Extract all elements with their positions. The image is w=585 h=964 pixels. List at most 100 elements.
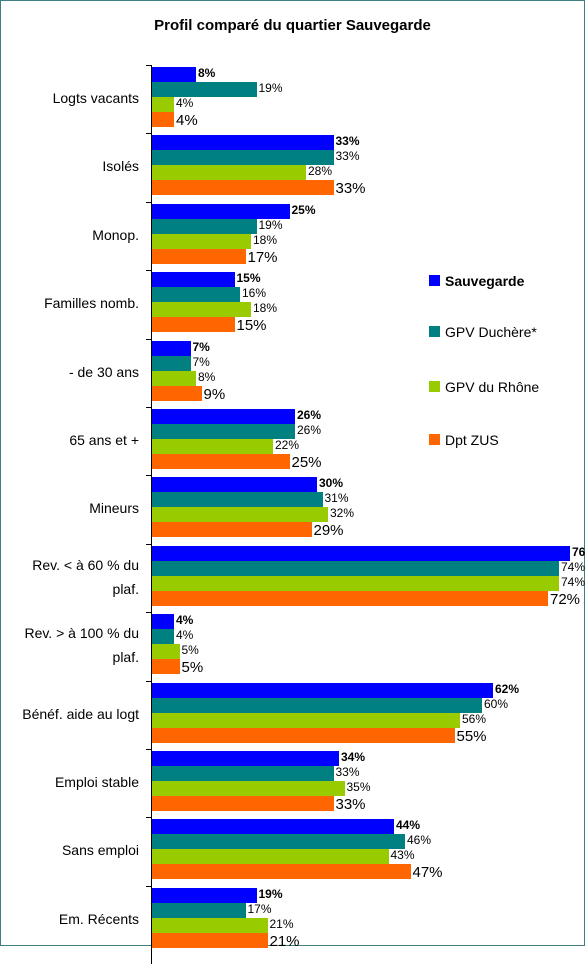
bar [152, 560, 559, 576]
value-label: 31% [324, 491, 349, 506]
category-label: Isolés [102, 158, 139, 175]
category-label: Emploi stable [54, 774, 139, 790]
value-label: 32% [330, 506, 355, 521]
value-label: 18% [253, 232, 278, 247]
value-label: 25% [291, 454, 322, 471]
value-label: 43% [390, 848, 415, 863]
category-label: Bénéf. aide au logt [22, 705, 139, 722]
value-label: 33% [335, 149, 360, 164]
bar [152, 849, 389, 865]
bar [152, 477, 317, 493]
value-label: 19% [258, 886, 283, 901]
legend-swatch [429, 326, 440, 337]
bar [152, 887, 257, 903]
value-label: 16% [242, 286, 267, 301]
category-separator [146, 133, 151, 135]
bar [152, 317, 235, 333]
category-label: Rev. > à 100 % du plaf. [24, 625, 139, 666]
value-label: 15% [236, 317, 267, 335]
bar [152, 697, 482, 713]
value-label: 4% [176, 628, 194, 643]
value-label: 25% [291, 202, 316, 217]
value-label: 15% [236, 271, 261, 286]
category-separator [146, 475, 151, 477]
bar [152, 932, 268, 948]
category-label: Monop. [92, 226, 139, 243]
bar [152, 180, 334, 196]
value-label: 4% [176, 96, 194, 110]
value-label: 60% [484, 696, 509, 711]
bar [152, 590, 548, 606]
bar [152, 112, 174, 127]
category-separator [146, 817, 151, 819]
category-label: Rev. < à 60 % du plaf. [32, 556, 139, 597]
value-label: 33% [335, 796, 366, 813]
axis-line [151, 65, 152, 964]
bar [152, 233, 251, 249]
bar [152, 545, 570, 561]
bar [152, 766, 334, 781]
bar [152, 439, 273, 454]
bar [152, 97, 174, 112]
bar [152, 644, 180, 660]
value-label: 19% [258, 81, 283, 95]
category-label: 65 ans et + [69, 432, 139, 448]
bar [152, 819, 394, 835]
legend-label: GPV Duchère* [445, 324, 537, 340]
bar [152, 834, 405, 850]
bar [152, 302, 251, 318]
value-label: 21% [269, 932, 300, 950]
value-label: 5% [181, 659, 204, 677]
value-label: 76% [572, 544, 585, 559]
bar [152, 135, 334, 151]
bar [152, 385, 202, 401]
value-label: 5% [181, 643, 199, 658]
value-label: 34% [341, 750, 366, 764]
bar [152, 917, 268, 933]
category-separator [146, 65, 151, 66]
value-label: 29% [313, 522, 344, 540]
bar [152, 492, 323, 508]
legend-label: GPV du Rhône [445, 379, 540, 395]
value-label: 62% [495, 681, 520, 696]
value-label: 47% [412, 864, 443, 882]
value-label: 46% [407, 833, 432, 848]
bar [152, 864, 411, 880]
value-label: 21% [269, 916, 294, 931]
bar [152, 454, 290, 469]
category-label: Logts vacants [52, 90, 139, 106]
bar [152, 340, 191, 356]
value-label: 26% [297, 423, 322, 437]
bar [152, 712, 460, 728]
category-separator [146, 270, 151, 272]
category-label: Familles nomb. [44, 295, 139, 312]
bar [152, 203, 290, 219]
value-label: 8% [198, 66, 216, 80]
legend-swatch [429, 434, 440, 445]
value-label: 28% [308, 164, 333, 179]
bar [152, 682, 493, 698]
bar [152, 522, 312, 538]
bar [152, 796, 334, 811]
category-label: Mineurs [89, 500, 139, 517]
bar [152, 424, 295, 439]
chart-title: Profil comparé du quartier Sauvegarde [154, 17, 431, 34]
bar [152, 507, 328, 523]
bar [152, 629, 174, 645]
value-label: 4% [176, 112, 198, 129]
category-label: Em. Récents [58, 910, 139, 927]
value-label: 74% [561, 559, 585, 574]
value-label: 4% [176, 613, 194, 628]
bar [152, 781, 345, 796]
legend-label: Sauvegarde [445, 273, 525, 289]
bar [152, 751, 339, 766]
bar [152, 82, 257, 97]
bar [152, 287, 240, 303]
value-label: 33% [335, 180, 366, 198]
value-label: 30% [319, 476, 344, 491]
value-label: 26% [297, 408, 322, 422]
bar [152, 272, 235, 288]
category-separator [146, 338, 151, 340]
legend-swatch [429, 275, 440, 286]
